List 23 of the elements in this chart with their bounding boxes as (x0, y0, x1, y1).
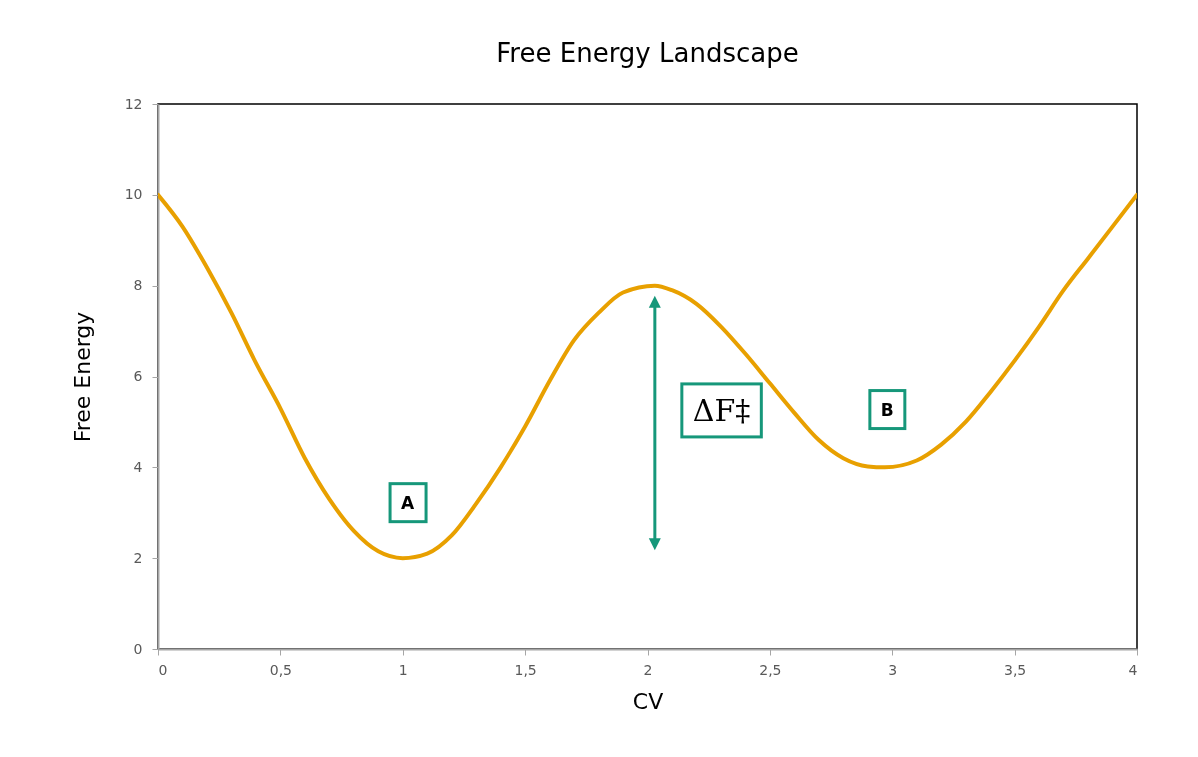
annotation: B (880, 399, 894, 420)
y-tick-label: 8 (133, 277, 143, 294)
annotation: ΔF‡ (692, 392, 751, 428)
y-tick-label: 10 (124, 186, 143, 203)
y-axis-title: Free Energy (69, 311, 95, 443)
annotation: A (401, 492, 416, 513)
x-tick-label: 0 (158, 661, 168, 678)
chart-title: Free Energy Landscape (496, 38, 799, 68)
y-tick-label: 2 (133, 549, 143, 566)
x-axis-title: CV (632, 688, 664, 714)
x-tick-label: 3,5 (1003, 661, 1027, 678)
x-tick-label: 0,5 (269, 661, 293, 678)
x-tick-label: 3 (888, 661, 898, 678)
y-tick-label: 0 (133, 640, 143, 657)
x-tick-label: 4 (1128, 661, 1138, 678)
x-tick-label: 2 (643, 661, 653, 678)
y-tick-label: 4 (133, 458, 143, 475)
x-tick-label: 2,5 (759, 661, 782, 678)
x-tick-label: 1,5 (514, 661, 537, 678)
y-tick-label: 6 (133, 368, 143, 384)
x-tick-label: 1 (398, 661, 408, 678)
line-series (158, 192, 1137, 561)
y-tick-label: 12 (124, 95, 143, 112)
